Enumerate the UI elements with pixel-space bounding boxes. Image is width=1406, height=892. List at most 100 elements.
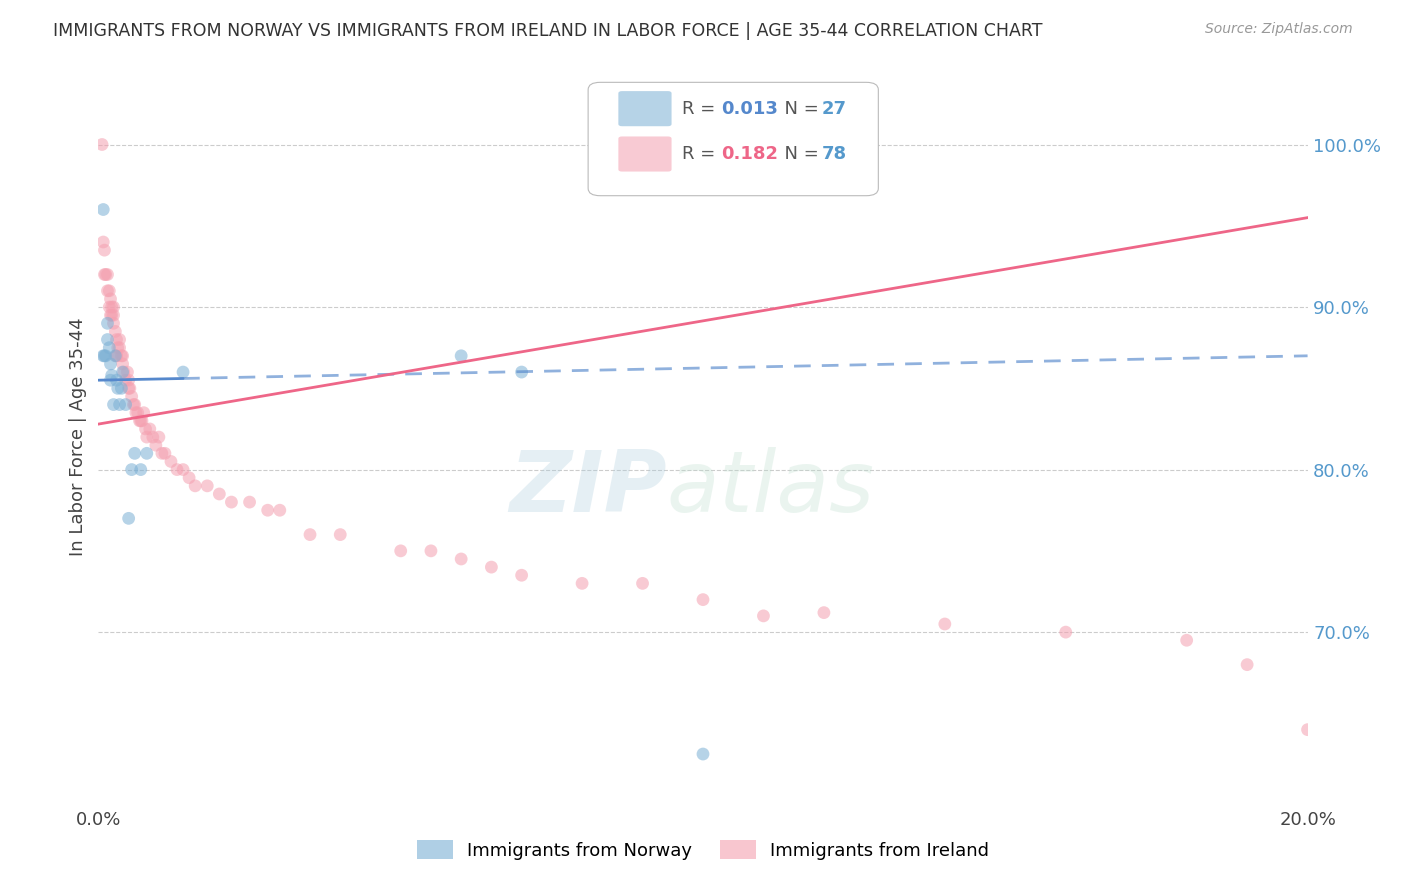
Point: [1175, 633, 1198, 648]
Point: [299, 527, 322, 541]
Point: [450, 349, 472, 363]
Point: [1054, 625, 1077, 640]
Point: [813, 606, 835, 620]
Point: [752, 608, 775, 623]
Point: [105, 349, 128, 363]
Point: [692, 592, 714, 607]
Point: [1357, 755, 1379, 769]
Point: [148, 430, 170, 444]
Point: [105, 373, 128, 387]
Point: [91, 349, 114, 363]
Point: [118, 511, 141, 525]
Point: [1296, 723, 1319, 737]
Point: [93, 243, 115, 257]
Point: [94, 349, 117, 363]
Point: [103, 308, 125, 322]
Point: [100, 368, 122, 383]
Point: [269, 503, 291, 517]
Point: [208, 487, 231, 501]
Point: [98, 341, 121, 355]
Point: [131, 414, 153, 428]
Point: [221, 495, 243, 509]
Point: [96, 316, 118, 330]
Point: [145, 438, 167, 452]
Point: [107, 381, 129, 395]
Point: [129, 414, 152, 428]
Point: [96, 333, 118, 347]
Point: [510, 568, 533, 582]
Point: [571, 576, 593, 591]
Point: [103, 316, 125, 330]
Point: [135, 446, 157, 460]
Point: [125, 406, 148, 420]
Point: [129, 462, 152, 476]
Text: N =: N =: [773, 100, 825, 118]
Point: [111, 349, 134, 363]
Point: [105, 349, 128, 363]
Point: [104, 349, 127, 363]
Text: IMMIGRANTS FROM NORWAY VS IMMIGRANTS FROM IRELAND IN LABOR FORCE | AGE 35-44 COR: IMMIGRANTS FROM NORWAY VS IMMIGRANTS FRO…: [53, 22, 1043, 40]
Point: [96, 268, 118, 282]
Point: [135, 422, 157, 436]
FancyBboxPatch shape: [588, 82, 879, 195]
Text: ZIP: ZIP: [509, 447, 666, 530]
Point: [96, 284, 118, 298]
Point: [124, 398, 146, 412]
Point: [94, 268, 117, 282]
Point: [93, 268, 115, 282]
Point: [135, 430, 157, 444]
Text: 0.013: 0.013: [721, 100, 778, 118]
Point: [114, 398, 136, 412]
Point: [91, 235, 114, 249]
Point: [104, 325, 127, 339]
Point: [160, 454, 183, 468]
Point: [103, 398, 125, 412]
Text: N =: N =: [773, 145, 825, 163]
Point: [100, 292, 122, 306]
Text: atlas: atlas: [666, 447, 875, 530]
Text: Source: ZipAtlas.com: Source: ZipAtlas.com: [1205, 22, 1353, 37]
Point: [108, 341, 131, 355]
Point: [481, 560, 503, 574]
Point: [103, 300, 125, 314]
Point: [389, 544, 412, 558]
Point: [179, 471, 201, 485]
FancyBboxPatch shape: [619, 91, 672, 127]
Point: [121, 462, 143, 476]
Point: [91, 202, 114, 217]
Point: [450, 552, 472, 566]
Point: [98, 284, 121, 298]
Point: [100, 357, 122, 371]
Text: 78: 78: [821, 145, 846, 163]
Point: [112, 365, 135, 379]
Text: 0.182: 0.182: [721, 145, 778, 163]
Point: [107, 341, 129, 355]
FancyBboxPatch shape: [619, 136, 672, 171]
Point: [93, 349, 115, 363]
Point: [139, 422, 162, 436]
Text: R =: R =: [682, 100, 721, 118]
Point: [256, 503, 278, 517]
Point: [105, 333, 128, 347]
Point: [172, 365, 194, 379]
Point: [121, 389, 143, 403]
Point: [110, 349, 132, 363]
Point: [184, 479, 207, 493]
Point: [150, 446, 173, 460]
Point: [153, 446, 176, 460]
Point: [118, 381, 141, 395]
Point: [124, 446, 146, 460]
Point: [329, 527, 352, 541]
Point: [108, 398, 131, 412]
Text: R =: R =: [682, 145, 721, 163]
Point: [127, 406, 149, 420]
Point: [128, 414, 150, 428]
Point: [114, 373, 136, 387]
Point: [1236, 657, 1258, 672]
Point: [166, 462, 188, 476]
Y-axis label: In Labor Force | Age 35-44: In Labor Force | Age 35-44: [69, 318, 87, 557]
Point: [100, 300, 122, 314]
Point: [98, 300, 121, 314]
Point: [239, 495, 262, 509]
Point: [934, 617, 956, 632]
